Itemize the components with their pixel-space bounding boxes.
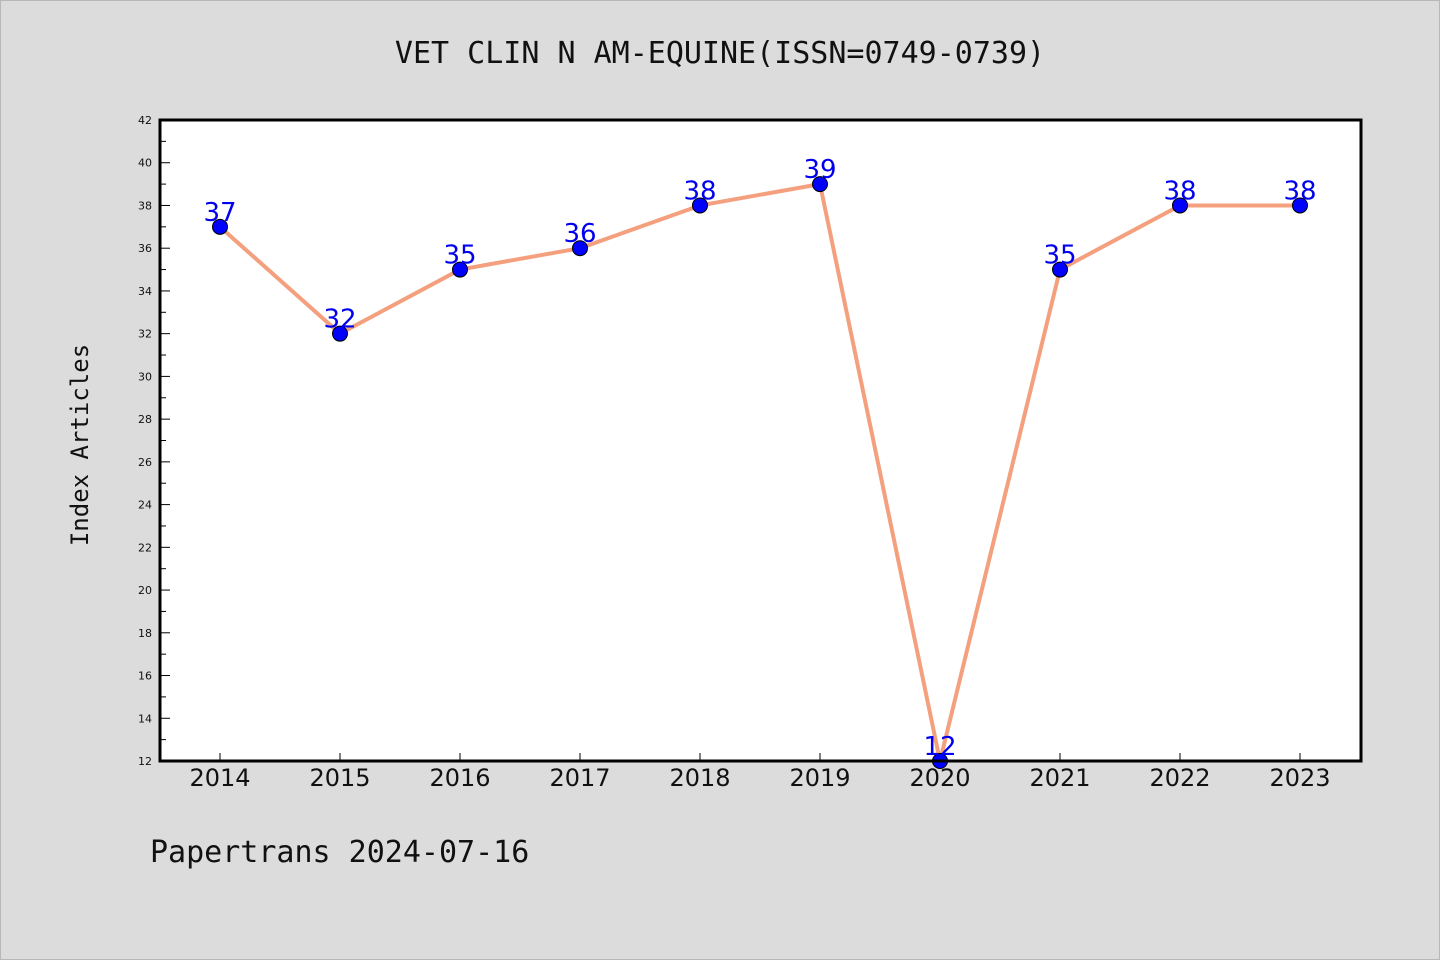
y-tick-label: 26 bbox=[138, 456, 152, 469]
data-label: 36 bbox=[563, 219, 596, 249]
x-tick-label: 2017 bbox=[549, 764, 610, 792]
y-tick-label: 28 bbox=[138, 413, 152, 426]
data-label: 32 bbox=[323, 305, 356, 335]
data-point bbox=[212, 218, 228, 235]
chart-title: VET CLIN N AM-EQUINE(ISSN=0749-0739) bbox=[394, 36, 1046, 71]
data-point bbox=[692, 197, 708, 214]
x-axis-ticks: 2014 2015 2016 2017 2018 2019 2020 2021 2022 2023 bbox=[189, 753, 1331, 792]
data-label: 37 bbox=[203, 198, 236, 228]
x-tick-label: 2016 bbox=[429, 764, 490, 792]
y-tick-label: 32 bbox=[138, 328, 152, 341]
data-point bbox=[1292, 197, 1308, 214]
x-tick-label: 2019 bbox=[789, 764, 850, 792]
data-label: 35 bbox=[443, 241, 476, 271]
y-tick-label: 12 bbox=[138, 755, 152, 768]
data-label: 38 bbox=[683, 176, 716, 206]
footer-credit: Papertrans 2024-07-16 bbox=[150, 835, 530, 870]
data-label: 38 bbox=[1163, 176, 1196, 206]
plot-frame bbox=[158, 118, 1363, 763]
x-tick-label: 2018 bbox=[669, 764, 730, 792]
data-label: 39 bbox=[803, 155, 836, 185]
data-point bbox=[572, 240, 588, 257]
x-tick-label: 2015 bbox=[309, 764, 370, 792]
x-tick-label: 2023 bbox=[1269, 764, 1330, 792]
data-label: 12 bbox=[923, 732, 956, 762]
y-tick-label: 40 bbox=[138, 157, 152, 170]
data-point bbox=[1172, 197, 1188, 214]
y-tick-label: 34 bbox=[138, 285, 152, 298]
data-point bbox=[332, 325, 348, 342]
x-tick-label: 2022 bbox=[1149, 764, 1210, 792]
y-tick-label: 30 bbox=[138, 370, 152, 383]
y-tick-label: 14 bbox=[138, 712, 152, 725]
y-axis-ticks: 12 14 16 18 20 22 24 26 28 30 32 34 36 38 40 42 bbox=[138, 114, 170, 768]
y-tick-label: 18 bbox=[138, 627, 152, 640]
data-label: 38 bbox=[1283, 176, 1316, 206]
series-line bbox=[218, 182, 1300, 763]
y-tick-label: 36 bbox=[138, 242, 152, 255]
series-group: 37 32 35 36 38 39 12 35 38 38 bbox=[203, 155, 1317, 769]
y-tick-label: 38 bbox=[138, 199, 152, 212]
data-point bbox=[1052, 261, 1068, 278]
data-point bbox=[452, 261, 468, 278]
x-tick-label: 2014 bbox=[189, 764, 250, 792]
y-tick-label: 22 bbox=[138, 541, 152, 554]
y-tick-label: 42 bbox=[138, 114, 152, 127]
data-point bbox=[812, 176, 828, 193]
y-tick-label: 20 bbox=[138, 584, 152, 597]
data-label: 35 bbox=[1043, 241, 1076, 271]
y-tick-label: 16 bbox=[138, 670, 152, 683]
y-tick-label: 24 bbox=[138, 499, 152, 512]
x-tick-label: 2021 bbox=[1029, 764, 1090, 792]
plot-area bbox=[160, 120, 1361, 761]
